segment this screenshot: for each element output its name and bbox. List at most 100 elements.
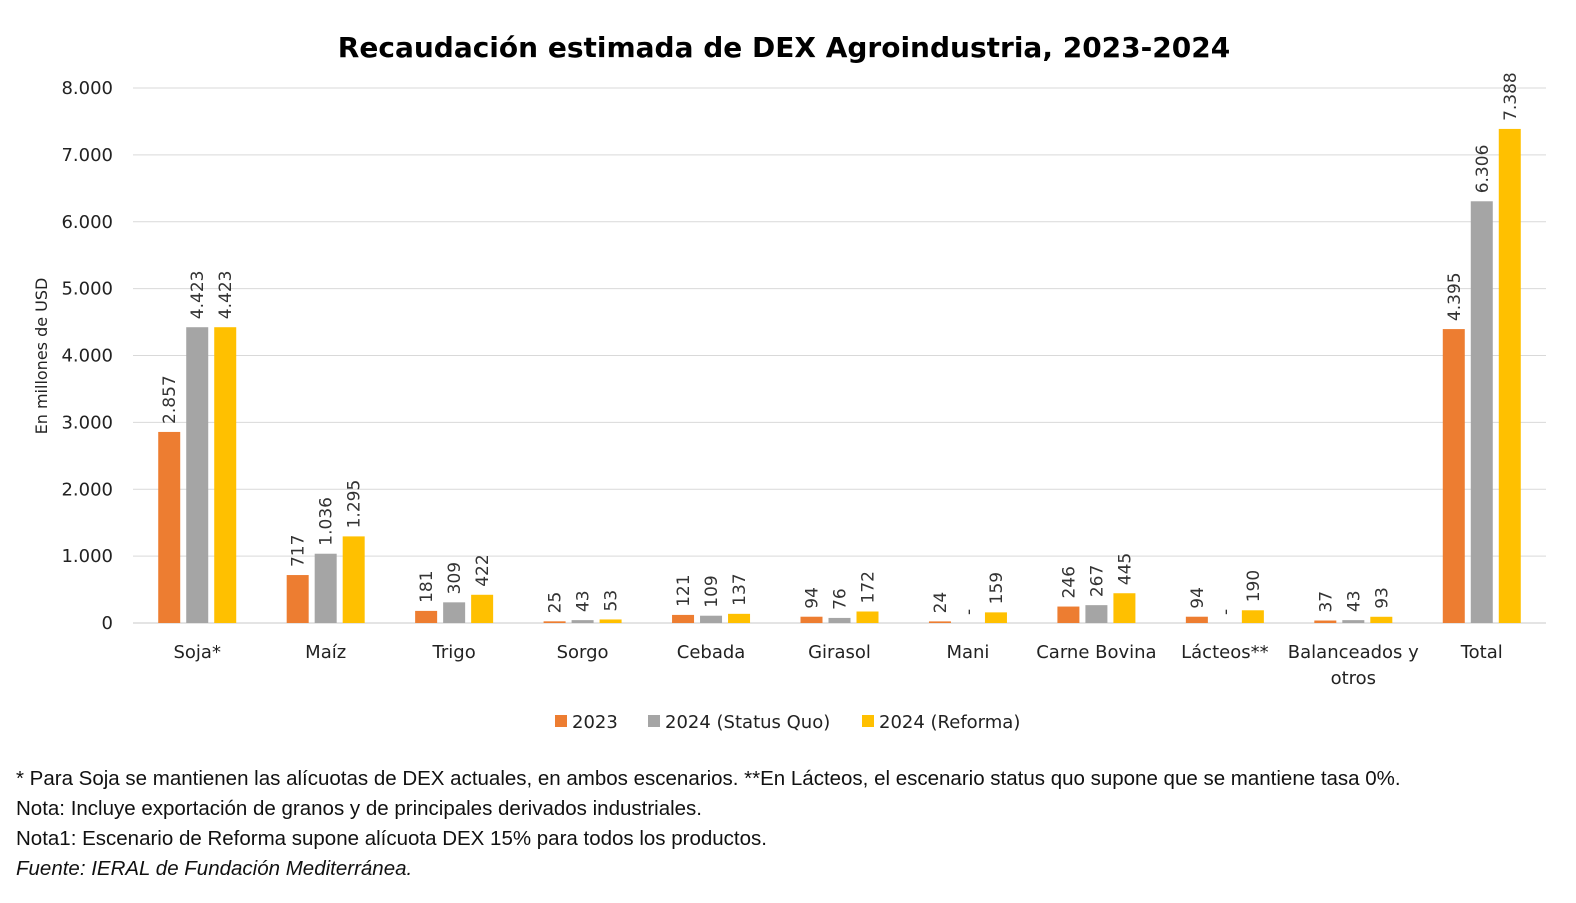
x-tick-label: Sorgo (557, 642, 609, 663)
legend-label: 2023 (572, 712, 618, 733)
data-label: 4.423 (188, 271, 208, 320)
x-tick-label: Balanceados y (1288, 642, 1419, 663)
data-label: 717 (289, 535, 309, 567)
y-tick-label: 4.000 (61, 346, 113, 367)
x-axis-categories: Soja* Maíz Trigo Sorgo Cebada Girasol Mani Carn… (173, 642, 1502, 689)
data-label: 1.036 (317, 497, 337, 546)
bar (286, 575, 309, 623)
data-label: 1.295 (345, 480, 365, 529)
data-labels: 2.857 4.423 4.423 717 1.036 1.295 181 309 422 25 4… (160, 72, 1521, 615)
bar (856, 611, 879, 623)
bar (1113, 593, 1136, 623)
bar (928, 621, 951, 623)
x-tick-label: Mani (946, 642, 989, 663)
x-tick-label: Lácteos** (1181, 642, 1268, 663)
bar (1498, 128, 1521, 624)
gridlines (133, 87, 1546, 624)
data-label: 93 (1372, 587, 1392, 609)
data-label: - (959, 609, 979, 615)
bar (314, 553, 337, 623)
data-label: 2.857 (160, 375, 180, 424)
bar (1314, 620, 1337, 623)
y-tick-label: 5.000 (61, 279, 113, 300)
legend-label: 2024 (Reforma) (879, 712, 1020, 733)
x-tick-label: Maíz (305, 642, 346, 663)
chart-title: Recaudación estimada de DEX Agroindustri… (338, 31, 1230, 64)
data-label: 109 (702, 575, 722, 607)
data-label: 172 (859, 571, 879, 603)
y-axis-label: En millones de USD (32, 278, 51, 435)
bar (158, 431, 181, 623)
y-tick-label: 8.000 (61, 78, 113, 99)
data-label: 4.395 (1445, 272, 1465, 321)
x-tick-label: Total (1460, 642, 1503, 663)
bar (1442, 329, 1465, 623)
bar (1470, 201, 1493, 623)
note-reforma: Nota1: Escenario de Reforma supone alícu… (16, 827, 767, 850)
bar (672, 614, 695, 623)
data-label: 4.423 (216, 271, 236, 320)
data-label: 309 (445, 562, 465, 594)
data-label: 37 (1316, 591, 1336, 613)
bar (1185, 616, 1208, 623)
y-tick-label: 2.000 (61, 479, 113, 500)
legend-swatch (648, 715, 660, 727)
bar (1241, 610, 1264, 623)
bar (828, 617, 851, 623)
y-tick-label: 1.000 (61, 546, 113, 567)
x-tick-label: Carne Bovina (1036, 642, 1156, 663)
y-tick-label: 6.000 (61, 212, 113, 233)
legend-swatch (555, 715, 567, 727)
x-tick-label: Soja* (173, 642, 220, 663)
data-label: 7.388 (1501, 72, 1521, 121)
y-tick-label: 3.000 (61, 412, 113, 433)
bar-chart: Recaudación estimada de DEX Agroindustri… (32, 31, 1546, 733)
bar (342, 536, 365, 623)
data-label: 190 (1244, 570, 1264, 602)
bar (728, 613, 751, 623)
data-label: 181 (417, 570, 437, 602)
bar (571, 620, 594, 623)
bar (214, 327, 237, 623)
data-label: 422 (473, 554, 493, 586)
source-text: Fuente: IERAL de Fundación Mediterránea. (16, 857, 413, 880)
y-tick-label: 0 (102, 613, 113, 634)
data-label: 24 (931, 592, 951, 614)
data-label: 43 (574, 590, 594, 612)
bar (800, 616, 823, 623)
data-label: - (1216, 609, 1236, 615)
chart-notes: * Para Soja se mantienen las alícuotas d… (16, 764, 1401, 884)
bar (1085, 605, 1108, 623)
y-tick-label: 7.000 (61, 145, 113, 166)
legend-swatch (862, 715, 874, 727)
data-label: 94 (1188, 587, 1208, 609)
data-label: 53 (602, 590, 622, 612)
footnote-soja-lacteos: * Para Soja se mantienen las alícuotas d… (16, 767, 1401, 790)
note-exports: Nota: Incluye exportación de granos y de… (16, 797, 702, 820)
bar (1370, 616, 1393, 623)
bar (443, 602, 466, 623)
data-label: 121 (674, 574, 694, 606)
data-label: 445 (1115, 553, 1135, 585)
x-tick-label: Cebada (677, 642, 746, 663)
data-label: 94 (803, 587, 823, 609)
x-tick-label: otros (1331, 668, 1376, 689)
data-label: 25 (546, 592, 566, 614)
bar (700, 615, 723, 623)
bar (1057, 606, 1080, 623)
legend: 2023 2024 (Status Quo) 2024 (Reforma) (555, 712, 1020, 733)
data-label: 43 (1344, 590, 1364, 612)
bar (471, 594, 494, 623)
legend-label: 2024 (Status Quo) (665, 712, 830, 733)
data-label: 246 (1059, 566, 1079, 598)
bar (415, 610, 438, 623)
bars (158, 128, 1521, 624)
y-axis-ticks: 0 1.000 2.000 3.000 4.000 5.000 6.000 7.000 8.00… (61, 78, 113, 634)
bar (1342, 620, 1365, 623)
bar (543, 621, 566, 623)
data-label: 137 (730, 573, 750, 605)
x-tick-label: Girasol (808, 642, 871, 663)
bar (186, 327, 209, 623)
x-tick-label: Trigo (432, 642, 476, 663)
data-label: 267 (1087, 565, 1107, 597)
